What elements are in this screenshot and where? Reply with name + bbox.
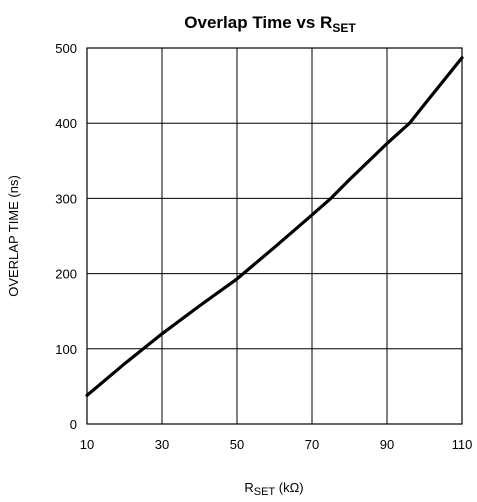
x-tick-label: 70 bbox=[305, 437, 319, 452]
y-axis-label: OVERLAP TIME (ns) bbox=[6, 175, 21, 297]
x-tick-label: 10 bbox=[80, 437, 94, 452]
grid bbox=[87, 48, 462, 424]
x-axis-label: RSET (kΩ) bbox=[244, 480, 303, 498]
y-tick-label: 300 bbox=[55, 191, 77, 206]
y-tick-label: 200 bbox=[55, 267, 77, 282]
tick-labels: 10 30 50 70 90 110 0 100 200 300 400 500 bbox=[55, 41, 472, 452]
chart-title: Overlap Time vs RSET bbox=[184, 13, 356, 35]
plot-frame bbox=[86, 47, 463, 425]
x-tick-label: 30 bbox=[155, 437, 169, 452]
x-tick-label: 50 bbox=[230, 437, 244, 452]
x-tick-label: 90 bbox=[380, 437, 394, 452]
y-tick-label: 400 bbox=[55, 116, 77, 131]
x-tick-label: 110 bbox=[452, 437, 473, 452]
y-tick-label: 100 bbox=[55, 342, 77, 357]
series-layer bbox=[85, 56, 464, 397]
series-line bbox=[85, 56, 464, 397]
y-tick-label: 500 bbox=[55, 41, 77, 56]
y-tick-label: 0 bbox=[70, 417, 77, 432]
